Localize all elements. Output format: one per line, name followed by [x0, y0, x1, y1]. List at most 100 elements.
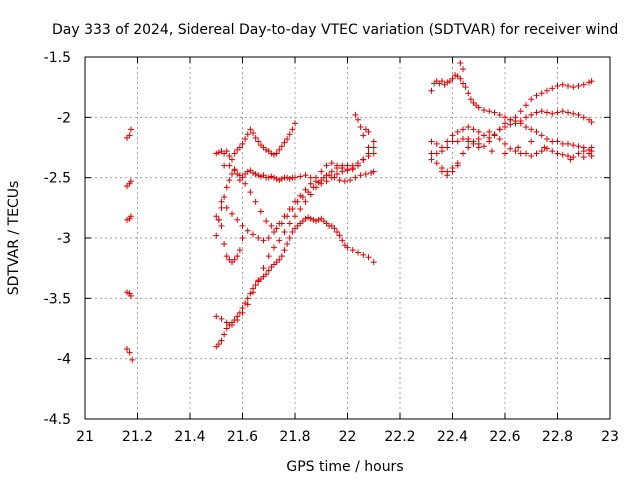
data-point	[575, 150, 582, 157]
data-point	[297, 206, 304, 213]
data-point	[126, 132, 133, 139]
y-tick-label: -1.5	[44, 50, 71, 66]
data-point	[365, 144, 372, 151]
data-point	[444, 79, 451, 86]
series-spikes-22	[352, 111, 372, 139]
data-point	[307, 191, 314, 198]
data-point	[486, 138, 493, 145]
data-point	[292, 174, 298, 181]
data-point	[265, 253, 272, 260]
data-point	[223, 204, 230, 211]
data-point	[281, 228, 288, 235]
data-point	[439, 78, 445, 85]
data-point	[271, 151, 277, 158]
data-point	[460, 80, 466, 87]
data-point	[315, 216, 322, 223]
data-point	[444, 138, 451, 145]
series-mid-A	[213, 213, 246, 266]
data-point	[221, 241, 228, 248]
data-point	[365, 254, 372, 261]
data-point	[124, 346, 130, 353]
data-point	[454, 128, 461, 135]
data-point	[457, 60, 464, 67]
y-tick-label: -2	[57, 110, 71, 126]
data-point	[213, 150, 220, 157]
data-point	[502, 120, 508, 127]
series-late-B	[428, 108, 595, 151]
data-point	[549, 138, 556, 145]
data-point	[517, 108, 524, 115]
data-point	[496, 136, 503, 143]
data-point	[507, 116, 514, 123]
data-point	[289, 228, 296, 235]
data-point	[433, 160, 440, 167]
data-point	[278, 253, 285, 260]
data-point	[239, 309, 246, 316]
y-tick-label: -4	[57, 352, 71, 368]
data-point	[588, 152, 595, 159]
data-point	[263, 218, 270, 225]
data-point	[242, 300, 249, 307]
data-point	[307, 174, 314, 181]
data-point	[491, 132, 498, 139]
data-point	[444, 144, 451, 151]
data-point	[305, 214, 312, 221]
data-point	[365, 128, 372, 135]
data-point	[129, 356, 136, 363]
data-point	[334, 165, 340, 172]
data-point	[244, 227, 251, 234]
data-point	[236, 144, 243, 151]
data-point	[496, 111, 503, 118]
data-point	[570, 110, 577, 117]
data-point	[355, 160, 361, 167]
data-point	[299, 193, 306, 200]
x-tick-label: 21.2	[122, 429, 153, 445]
data-point	[481, 107, 487, 114]
data-point	[276, 220, 283, 227]
data-point	[215, 216, 222, 223]
data-point	[247, 189, 254, 196]
data-point	[223, 148, 230, 155]
data-point	[449, 168, 456, 175]
data-point	[263, 146, 270, 153]
data-point	[221, 193, 228, 200]
data-point	[297, 173, 304, 180]
data-point	[575, 82, 582, 89]
data-point	[370, 259, 377, 266]
data-point	[360, 156, 367, 163]
series-late-A	[428, 72, 595, 123]
data-point	[528, 111, 535, 118]
data-point	[465, 123, 472, 130]
data-point	[223, 319, 230, 326]
x-axis: 21 21.2 21.4 21.6 21.8 22 22.2 22.4 22.6 22.8 23	[76, 57, 619, 445]
data-point	[523, 123, 529, 130]
data-point	[313, 174, 319, 181]
data-point	[289, 126, 296, 133]
data-point	[239, 140, 246, 147]
data-point	[229, 171, 235, 178]
data-point	[231, 150, 238, 157]
data-point	[221, 331, 228, 338]
data-point	[512, 148, 519, 155]
data-point	[486, 128, 493, 135]
data-point	[273, 225, 280, 232]
data-point	[286, 220, 293, 227]
data-point	[428, 156, 435, 163]
y-tick-label: -4.5	[44, 412, 71, 428]
data-point	[549, 85, 556, 92]
data-point	[580, 114, 587, 121]
data-point	[268, 222, 275, 229]
data-point	[313, 218, 319, 225]
data-point	[460, 150, 466, 157]
series-low-B	[213, 150, 377, 328]
data-point	[588, 119, 595, 126]
data-point	[276, 177, 283, 184]
data-point	[263, 271, 270, 278]
data-point	[454, 162, 461, 169]
data-point	[362, 171, 369, 178]
data-point	[452, 72, 459, 79]
data-point	[278, 175, 285, 182]
x-tick-label: 21	[76, 429, 94, 445]
data-point	[229, 210, 235, 217]
data-point	[302, 186, 309, 193]
